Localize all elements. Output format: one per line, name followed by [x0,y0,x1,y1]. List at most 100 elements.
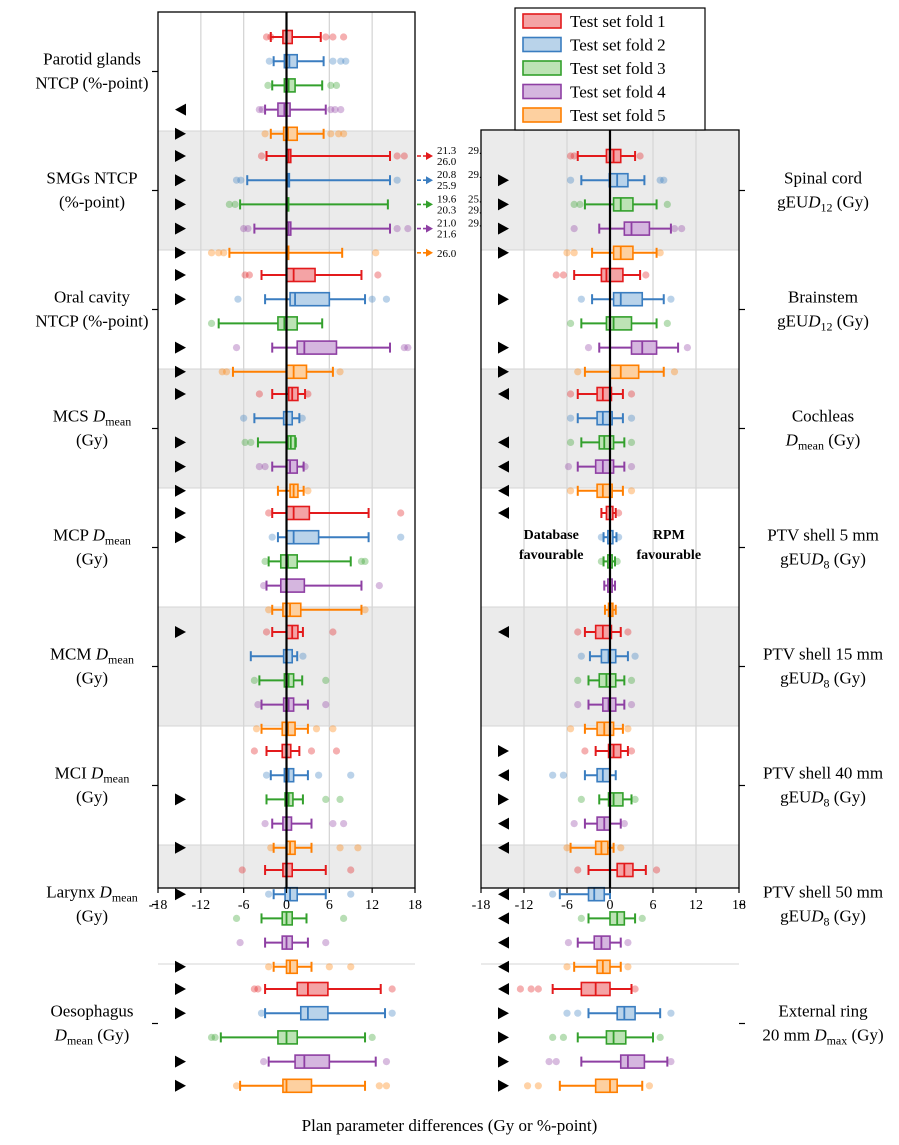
outlier-point [329,33,337,41]
box-fold-2 [240,410,306,426]
outlier-point [627,676,636,685]
box-body [608,172,629,188]
outlier-point [265,509,273,517]
box-fold-4 [175,340,412,355]
outlier-point [388,1009,396,1017]
outlier-point [393,152,401,160]
outlier-point [617,844,625,852]
box-body [285,364,308,380]
outlier-point [552,271,560,279]
group-label: Oral cavity [54,288,130,307]
outlier-point [255,390,263,398]
legend-label: Test set fold 2 [570,36,666,55]
box-fold-5 [498,959,632,975]
group-label: PTV shell 50 mm [763,883,883,902]
overflow-value-label: 21.0 [437,218,457,230]
outlier-point [566,438,575,446]
overflow-arrow-head [426,176,433,185]
outlier-point [667,1009,675,1017]
box-body [282,1078,313,1094]
outlier-point [627,487,636,495]
outlier-point [241,438,249,446]
group-label: NTCP (%-point) [35,312,148,331]
outlier-point [211,1033,219,1041]
outlier-point [670,225,679,233]
outlier-point [624,725,632,733]
box-body [289,291,331,307]
outlier-point [337,106,345,114]
legend-label: Test set fold 3 [570,59,666,78]
outlier-point [336,368,344,376]
group-label: PTV shell 40 mm [763,764,883,783]
database-favourable-marker [498,507,509,519]
outlier-point [656,249,664,257]
outlier-point [552,1058,560,1066]
outlier-point [638,914,646,923]
group-label: 20 mm Dmax (Gy) [762,1026,883,1048]
outlier-point [375,582,383,590]
box-fold-3 [498,792,639,807]
outlier-point [534,985,542,993]
group-label: gEUD8 (Gy) [780,669,866,691]
box-body [596,386,613,402]
outlier-point [260,1058,268,1066]
outlier-point [620,820,628,828]
outlier-point [576,200,584,208]
group-label: PTV shell 15 mm [763,645,883,664]
outlier-point [627,414,636,422]
group-label: (Gy) [76,431,108,450]
outlier-point [245,271,253,279]
rpm-favourable-marker [175,960,186,973]
rpm-favourable-marker [498,246,509,259]
outlier-point [631,795,639,804]
outlier-point [354,844,362,852]
database-favourable-marker [498,388,509,400]
box-body [277,1030,299,1045]
box-fold-2 [566,410,636,426]
database-favourable-marker [498,936,509,949]
outlier-point [652,866,661,874]
box-body [600,267,624,283]
box-body [605,1030,627,1045]
rpm-favourable-marker [175,198,186,211]
outlier-point [663,319,671,327]
outlier-point [265,890,273,898]
outlier-point [240,225,248,233]
outlier-point [397,509,405,517]
box-fold-1 [552,267,650,283]
outlier-point [315,771,323,779]
group-label: Parotid glands [43,50,141,69]
overflow-arrow-head [426,224,433,233]
box-fold-5 [175,840,362,856]
box-body [285,267,316,283]
outlier-point [631,652,639,660]
box-body [285,529,320,545]
outlier-point [262,628,271,636]
outlier-point [325,963,333,971]
x-tick-label: 12 [365,898,379,913]
x-tick-label: 12 [689,898,703,913]
box-body [612,291,644,307]
outlier-point [252,725,261,733]
rpm-favourable-marker [175,793,186,806]
outlier-point [250,747,258,755]
outlier-point [400,344,408,352]
box-fold-5 [498,1078,654,1094]
outlier-point [329,57,337,65]
rpm-favourable-marker [498,198,509,211]
rpm-favourable-marker [175,507,186,519]
box-fold-2 [498,291,675,307]
outlier-point [368,295,376,303]
group-label: PTV shell 5 mm [767,526,879,545]
outlier-point [574,676,582,685]
outlier-point [332,747,341,755]
group-label: (Gy) [76,788,108,807]
outlier-point [624,939,632,947]
outlier-point [361,557,369,566]
rpm-favourable-marker [498,1031,509,1044]
outlier-point [236,939,244,947]
rpm-favourable-marker [175,174,186,187]
group-label: gEUD8 (Gy) [780,550,866,572]
box-fold-3 [232,911,348,926]
box-body [282,648,294,664]
